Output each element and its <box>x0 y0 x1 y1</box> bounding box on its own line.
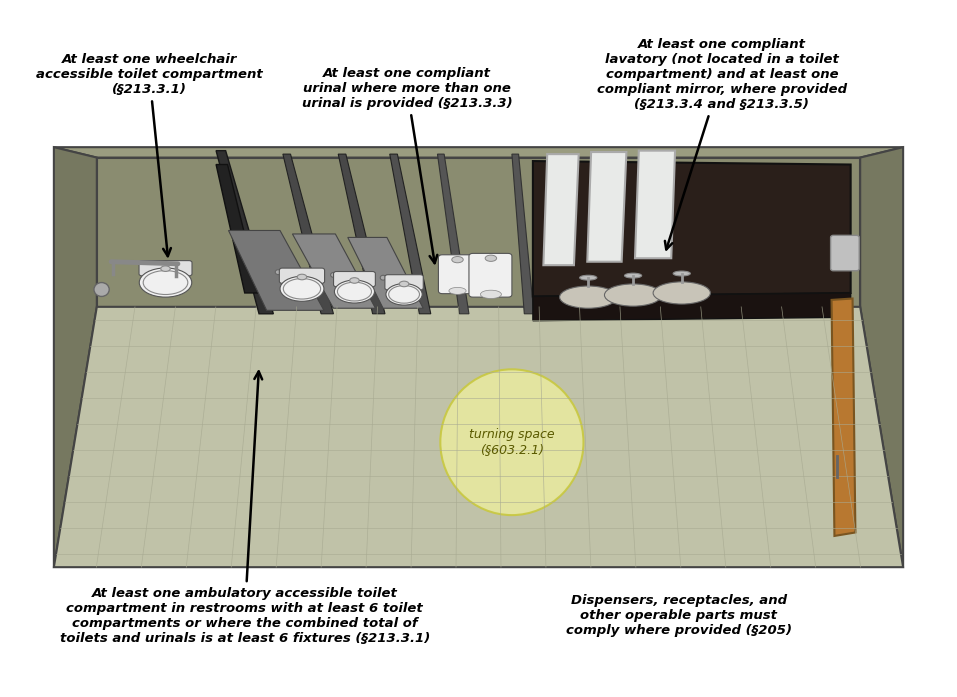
Ellipse shape <box>276 270 281 275</box>
Ellipse shape <box>625 273 642 278</box>
Ellipse shape <box>334 280 374 303</box>
Polygon shape <box>283 154 333 314</box>
Ellipse shape <box>485 255 497 261</box>
Ellipse shape <box>480 290 501 298</box>
Ellipse shape <box>280 276 323 301</box>
FancyBboxPatch shape <box>831 236 859 270</box>
Ellipse shape <box>399 281 409 286</box>
Polygon shape <box>338 154 385 314</box>
Polygon shape <box>216 164 259 293</box>
Polygon shape <box>54 147 903 158</box>
Ellipse shape <box>673 271 690 276</box>
Polygon shape <box>860 147 903 567</box>
Polygon shape <box>437 154 469 314</box>
Text: At least one ambulatory accessible toilet
compartment in restrooms with at least: At least one ambulatory accessible toile… <box>59 372 430 645</box>
Text: At least one compliant
lavatory (not located in a toilet
compartment) and at lea: At least one compliant lavatory (not loc… <box>597 38 847 250</box>
FancyBboxPatch shape <box>139 261 192 276</box>
Ellipse shape <box>440 369 584 515</box>
Ellipse shape <box>94 282 109 296</box>
Ellipse shape <box>330 273 336 277</box>
FancyBboxPatch shape <box>385 275 423 290</box>
Ellipse shape <box>653 282 710 304</box>
FancyBboxPatch shape <box>279 268 324 284</box>
FancyBboxPatch shape <box>438 255 477 293</box>
Polygon shape <box>544 154 579 265</box>
Polygon shape <box>54 147 97 567</box>
Ellipse shape <box>380 275 386 280</box>
Polygon shape <box>54 307 903 567</box>
Ellipse shape <box>580 275 597 280</box>
Polygon shape <box>97 158 860 307</box>
FancyBboxPatch shape <box>334 272 375 286</box>
Ellipse shape <box>605 284 661 306</box>
Polygon shape <box>293 234 375 308</box>
Polygon shape <box>588 152 627 261</box>
Ellipse shape <box>452 256 463 263</box>
Ellipse shape <box>349 277 359 283</box>
Ellipse shape <box>140 268 191 297</box>
Polygon shape <box>533 293 851 321</box>
Ellipse shape <box>161 266 170 271</box>
Polygon shape <box>635 151 675 259</box>
Text: At least one wheelchair
accessible toilet compartment
(§213.3.1): At least one wheelchair accessible toile… <box>36 53 262 256</box>
Ellipse shape <box>449 287 466 294</box>
Polygon shape <box>533 161 851 296</box>
Polygon shape <box>347 238 423 308</box>
Polygon shape <box>512 154 534 314</box>
Ellipse shape <box>560 286 617 308</box>
Polygon shape <box>229 231 323 310</box>
Text: Dispensers, receptacles, and
other operable parts must
comply where provided (§2: Dispensers, receptacles, and other opera… <box>566 595 791 637</box>
FancyBboxPatch shape <box>469 254 512 297</box>
Ellipse shape <box>298 274 307 279</box>
Polygon shape <box>832 298 856 536</box>
Text: At least one compliant
urinal where more than one
urinal is provided (§213.3.3): At least one compliant urinal where more… <box>301 67 512 263</box>
Ellipse shape <box>386 284 422 305</box>
Text: turning space
(§603.2.1): turning space (§603.2.1) <box>469 428 555 457</box>
Polygon shape <box>216 151 274 314</box>
Polygon shape <box>389 154 431 314</box>
